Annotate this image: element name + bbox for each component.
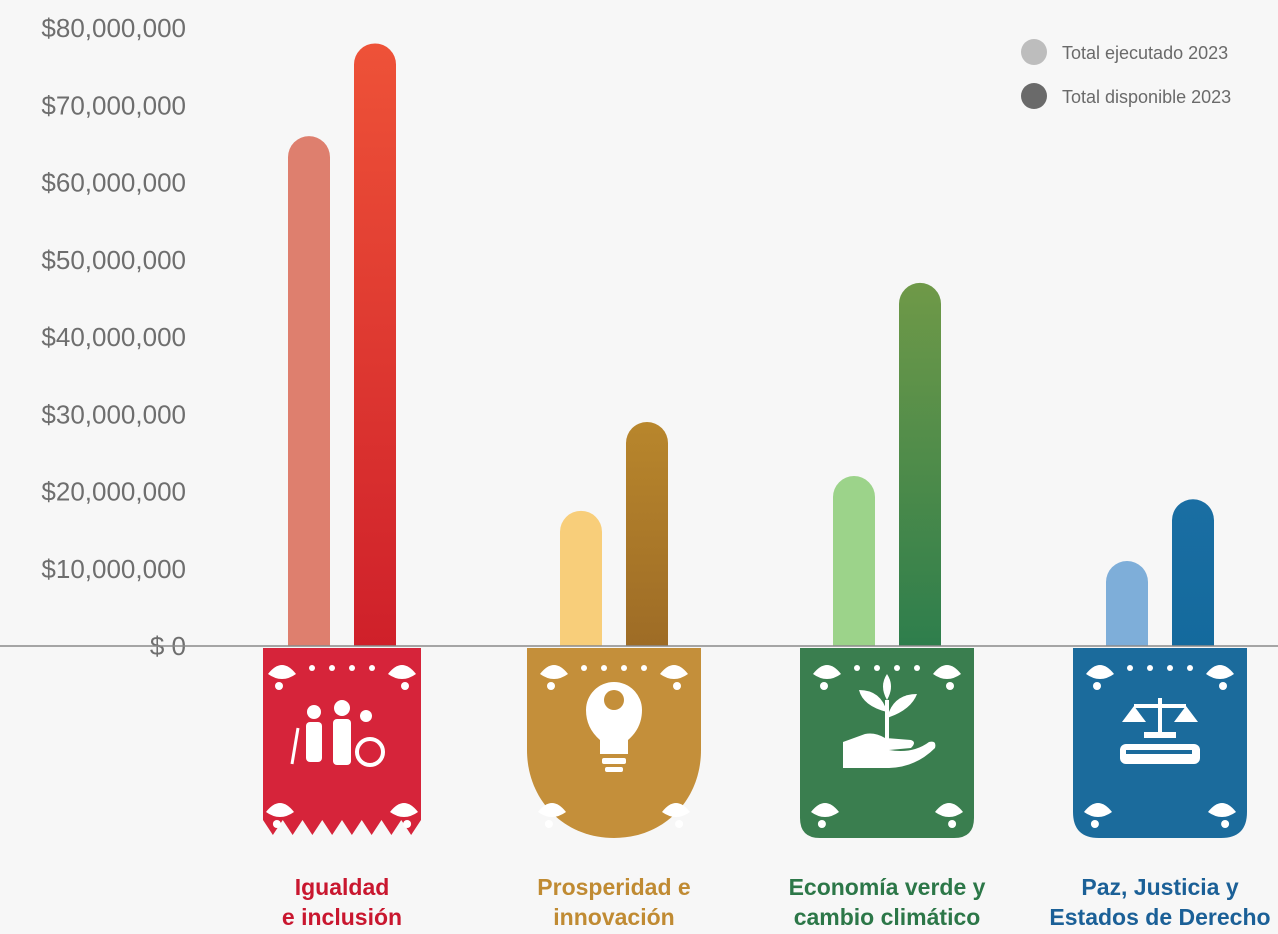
flourish [662,803,690,817]
category-label-line: Economía verde y [788,874,986,900]
dot [601,665,607,671]
dot [544,820,553,828]
category-label-line: Igualdad [294,874,390,900]
bar-available [354,43,396,646]
category-label: Paz, Justicia y Estados de Derecho [1040,872,1278,932]
y-tick-label: $10,000,000 [41,554,186,584]
dot [874,665,880,671]
dot [329,665,335,671]
category-label-line: Estados de Derecho [1049,904,1271,930]
y-tick-label: $70,000,000 [41,90,186,120]
flourish [538,803,566,817]
dot [1147,665,1153,671]
bar-available [899,282,941,646]
category-label: Igualdad e inclusión [222,872,462,932]
legend-dot-available [1021,83,1047,109]
papel-picado-pattern [266,665,418,828]
dot [948,820,957,828]
category-banner [1073,648,1247,838]
y-tick-label: $80,000,000 [41,13,186,43]
bar-executed [833,476,875,646]
banner-shape [1073,648,1247,838]
category-label-line: innovación [553,904,675,930]
dot [1167,665,1173,671]
dot [272,820,281,828]
flourish [390,803,418,817]
dot [547,682,555,690]
people-disability-icon [290,700,385,767]
dot [1127,665,1133,671]
flourish [811,803,839,817]
flourish [933,665,961,679]
y-tick-label: $20,000,000 [41,477,186,507]
dot [675,820,684,828]
bars [288,43,1214,646]
y-tick-label: $60,000,000 [41,168,186,198]
justice-scale-book-icon [1120,698,1200,764]
hand-plant-icon [843,674,936,768]
category-banner [527,648,701,838]
flourish [388,665,416,679]
dot [1093,682,1101,690]
flourish [813,665,841,679]
bar-executed [288,136,330,646]
category-banner [263,648,421,835]
dot [403,820,412,828]
dot [673,682,681,690]
category-label-line: cambio climático [793,904,981,930]
papel-picado-pattern [1084,665,1236,828]
dot [1219,682,1227,690]
category-banner [800,648,974,838]
y-tick-label: $50,000,000 [41,245,186,275]
flourish [1084,803,1112,817]
bar-available [626,421,668,646]
dot [914,665,920,671]
y-axis: $ 0$10,000,000$20,000,000$30,000,000$40,… [41,13,186,661]
bar-executed [560,510,602,646]
category-label-line: Paz, Justicia y [1081,874,1239,900]
dot [369,665,375,671]
flourish [660,665,688,679]
dot [1187,665,1193,671]
flourish [268,665,296,679]
dot [621,665,627,671]
dot [946,682,954,690]
legend-label-available: Total disponible 2023 [1062,87,1231,107]
bar-available [1172,499,1214,646]
papel-picado-pattern [811,665,963,828]
flourish [935,803,963,817]
dot [894,665,900,671]
y-tick-label: $30,000,000 [41,399,186,429]
category-label: Economía verde y cambio climático [767,872,1007,932]
lightbulb-gear-icon [586,682,642,772]
flourish [1086,665,1114,679]
dot [1221,820,1230,828]
dot [275,682,283,690]
bar-executed [1106,561,1148,646]
dot [1090,820,1099,828]
dot [401,682,409,690]
flourish [1206,665,1234,679]
dot [581,665,587,671]
flourish [1208,803,1236,817]
category-label: Prosperidad e innovación [494,872,734,932]
legend-label-executed: Total ejecutado 2023 [1062,43,1228,63]
category-banners [263,648,1247,838]
dot [349,665,355,671]
dot [854,665,860,671]
category-label-line: e inclusión [281,904,403,930]
flourish [266,803,294,817]
y-tick-label: $40,000,000 [41,322,186,352]
legend-dot-executed [1021,39,1047,65]
dot [817,820,826,828]
dot [309,665,315,671]
category-label-line: Prosperidad e [537,874,691,900]
flourish [540,665,568,679]
dot [641,665,647,671]
dot [820,682,828,690]
papel-picado-pattern [538,665,690,828]
legend: Total ejecutado 2023 Total disponible 20… [1021,39,1231,109]
